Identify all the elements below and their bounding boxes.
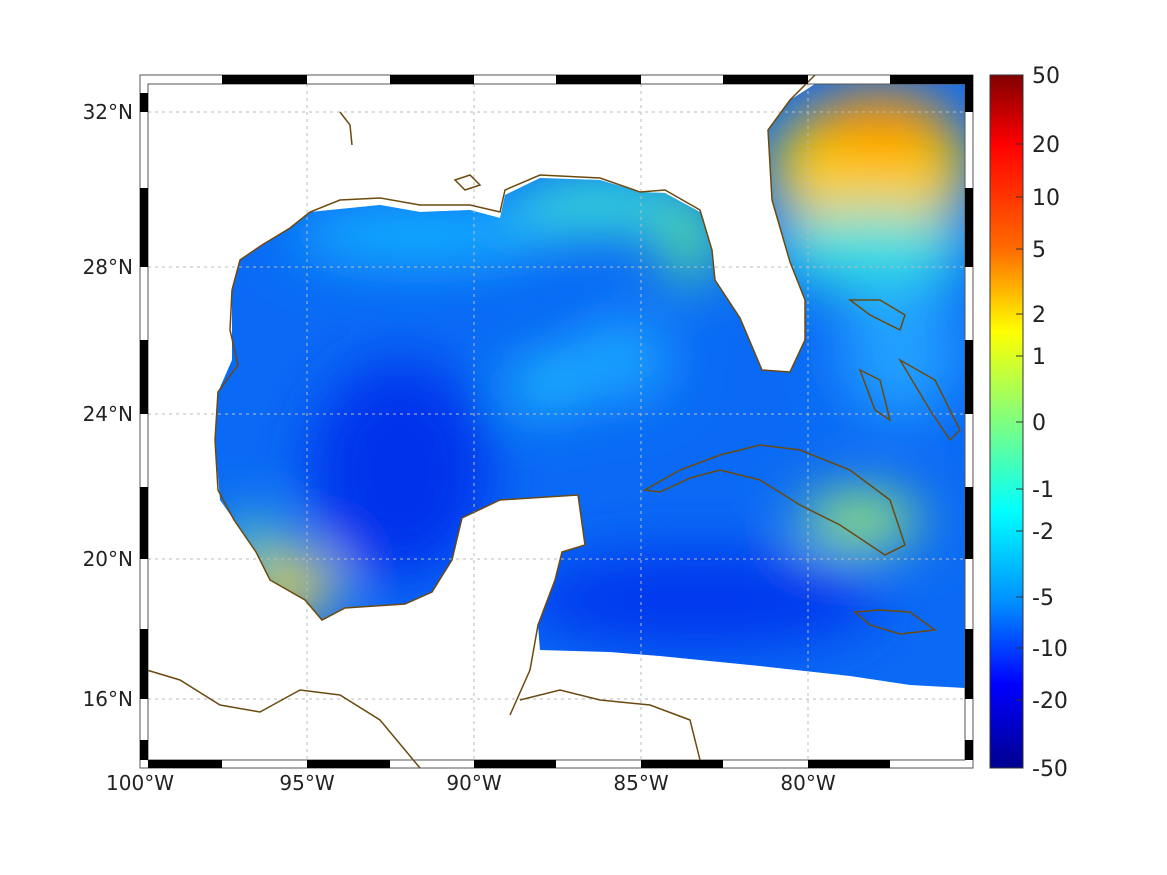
- lat-label: 24°N: [83, 402, 133, 426]
- colorbar-tick-label: -2: [1032, 520, 1054, 545]
- lon-axis: 100°W 95°W 90°W 85°W 80°W: [106, 771, 836, 795]
- colorbar-tick-label: -1: [1032, 478, 1054, 503]
- data-field: [215, 84, 965, 688]
- lat-label: 20°N: [83, 547, 133, 571]
- colorbar-tick-label: 1: [1032, 345, 1046, 370]
- colorbar-tick-label: 0: [1032, 411, 1046, 436]
- lat-label: 32°N: [83, 100, 133, 124]
- coastline: [139, 74, 961, 769]
- lat-axis: 32°N 28°N 24°N 20°N 16°N: [83, 100, 133, 711]
- map-frame: [139, 74, 974, 769]
- colorbar-tick-label: 5: [1032, 238, 1046, 263]
- lat-label: 28°N: [83, 255, 133, 279]
- colorbar-tick-label: 50: [1032, 64, 1060, 89]
- lon-label: 95°W: [279, 771, 334, 795]
- colorbar-tick-label: -50: [1032, 757, 1068, 782]
- colorbar-tick-label: -20: [1032, 689, 1068, 714]
- lat-label: 16°N: [83, 687, 133, 711]
- colorbar-tick-label: -5: [1032, 586, 1054, 611]
- lon-label: 100°W: [106, 771, 174, 795]
- lon-label: 90°W: [446, 771, 501, 795]
- graticule: [148, 84, 965, 760]
- lon-label: 80°W: [780, 771, 835, 795]
- colorbar-tick-label: 10: [1032, 186, 1060, 211]
- colorbar-tick-label: -10: [1032, 637, 1068, 662]
- colorbar-tick-label: 20: [1032, 133, 1060, 158]
- lon-label: 85°W: [613, 771, 668, 795]
- colorbar-tick-label: 2: [1032, 303, 1046, 328]
